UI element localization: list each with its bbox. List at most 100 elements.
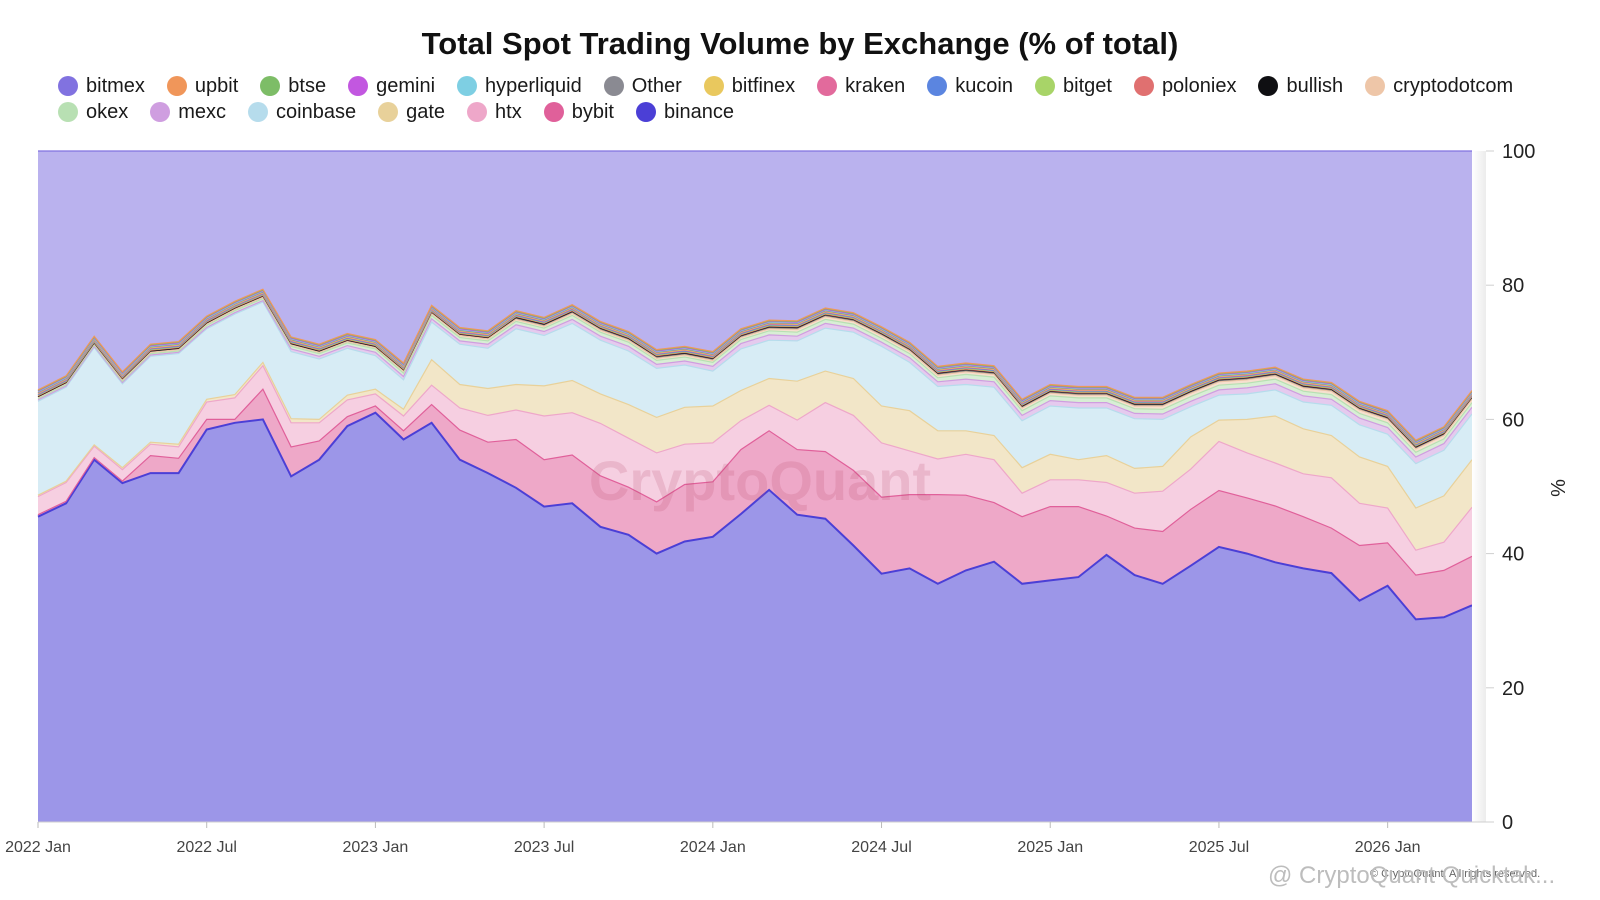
area-htx[interactable] — [38, 365, 1472, 576]
y-tick-label: 60 — [1502, 409, 1524, 431]
legend-item-bitget[interactable]: bitget — [1035, 76, 1112, 96]
legend-label: bybit — [571, 101, 614, 123]
social-caption: @ CryptoQuant Quicktak... — [1268, 862, 1556, 889]
chart-legend: bitmex upbit btse gemini hyperliquid Other bit… — [58, 76, 1558, 122]
legend-dot-bitfinex — [703, 76, 724, 96]
legend-dot-poloniex — [1133, 76, 1154, 96]
legend-dot-hyperliquid — [457, 76, 478, 96]
legend-label: gate — [406, 101, 446, 123]
legend-label: Other — [631, 75, 682, 97]
legend-item-okex[interactable]: okex — [58, 102, 128, 122]
legend-dot-mexc — [150, 102, 171, 122]
area-layers — [38, 151, 1472, 822]
legend-item-hyperliquid[interactable]: hyperliquid — [457, 76, 582, 96]
legend-label: hyperliquid — [485, 75, 582, 97]
legend-item-coinbase[interactable]: coinbase — [248, 102, 356, 122]
legend-label: binance — [663, 101, 735, 123]
legend-label: coinbase — [276, 101, 357, 123]
legend-dot-bitget — [1035, 76, 1055, 96]
x-axis: 2022 Jan 2022 Jul 2023 Jan 2023 Jul 2024 Jan… — [5, 821, 1486, 856]
legend-label: poloniex — [1161, 75, 1237, 97]
legend-label: htx — [495, 101, 522, 123]
watermark-text: CryptoQuant — [589, 449, 931, 512]
legend-label: bitget — [1063, 75, 1112, 97]
line-bybit — [37, 388, 1473, 576]
y-tick-label: 20 — [1502, 678, 1524, 700]
legend-item-bitfinex[interactable]: bitfinex — [703, 75, 796, 97]
legend-item-kucoin[interactable]: kucoin — [927, 76, 1013, 96]
legend-item-other[interactable]: Other — [603, 75, 682, 97]
x-tick-label: 2025 Jul — [1189, 839, 1250, 856]
legend-item-mexc[interactable]: mexc — [150, 102, 226, 122]
legend-label: bitfinex — [731, 75, 796, 97]
legend-item-btse[interactable]: btse — [260, 76, 326, 96]
legend-item-htx[interactable]: htx — [467, 102, 522, 122]
legend-label: bitmex — [86, 75, 145, 97]
legend-dot-bitmex — [58, 76, 78, 96]
area-binance[interactable] — [38, 412, 1472, 822]
legend-item-bybit[interactable]: bybit — [543, 101, 614, 123]
legend-label: btse — [288, 75, 327, 97]
legend-label: upbit — [194, 75, 239, 97]
line-cryptodotcom — [37, 296, 1473, 450]
line-mexc — [37, 299, 1473, 458]
chart-title: Total Spot Trading Volume by Exchange (%… — [421, 26, 1179, 61]
legend-dot-bybit — [543, 102, 564, 122]
area-coinbase[interactable] — [38, 302, 1472, 508]
line-upbit — [37, 288, 1473, 441]
legend-dot-kraken — [817, 76, 838, 96]
y-tick-label: 80 — [1502, 275, 1524, 297]
y-axis: 0 20 40 60 80 100 — [1486, 141, 1535, 834]
legend-item-bullish[interactable]: bullish — [1258, 76, 1343, 96]
legend-item-gemini[interactable]: gemini — [348, 76, 435, 96]
x-tick-label: 2025 Jan — [1017, 839, 1083, 856]
x-tick-label: 2022 Jul — [176, 839, 237, 856]
y-tick-label: 0 — [1502, 812, 1513, 834]
legend-dot-binance — [635, 102, 656, 122]
legend-dot-coinbase — [248, 102, 269, 122]
area-gate[interactable] — [38, 359, 1472, 551]
legend-item-binance[interactable]: binance — [635, 101, 735, 123]
series-lines — [37, 150, 1473, 621]
copyright-text: © CryptoQuant. All rights reserved. — [1370, 868, 1541, 880]
legend-item-poloniex[interactable]: poloniex — [1133, 75, 1237, 97]
legend-item-upbit[interactable]: upbit — [166, 75, 239, 97]
legend-dot-okex — [58, 102, 78, 122]
line-htx — [37, 364, 1473, 551]
legend-dot-gemini — [348, 76, 369, 96]
x-tick-label: 2022 Jan — [5, 839, 71, 856]
y-axis-label: % — [1548, 479, 1570, 497]
y-tick-label: 40 — [1502, 544, 1524, 566]
legend-item-cryptodotcom[interactable]: cryptodotcom — [1365, 76, 1513, 96]
legend-label: cryptodotcom — [1393, 75, 1514, 97]
legend-dot-cryptodotcom — [1365, 76, 1386, 96]
legend-label: okex — [86, 101, 129, 123]
legend-dot-upbit — [166, 76, 187, 96]
legend-label: mexc — [178, 101, 227, 123]
line-binance — [37, 411, 1473, 621]
legend-dot-bullish — [1258, 76, 1279, 96]
legend-dot-btse — [260, 76, 281, 96]
legend-dot-kucoin — [927, 76, 948, 96]
legend-dot-gate — [378, 102, 399, 122]
x-tick-label: 2026 Jan — [1355, 839, 1421, 856]
x-tick-label: 2023 Jan — [342, 839, 408, 856]
plot-right-band — [1472, 151, 1486, 822]
legend-dot-other — [603, 76, 624, 96]
legend-label: kraken — [845, 75, 906, 97]
legend-item-bitmex[interactable]: bitmex — [58, 76, 145, 96]
legend-item-kraken[interactable]: kraken — [817, 76, 905, 96]
legend-item-gate[interactable]: gate — [378, 102, 445, 122]
line-okex — [37, 297, 1473, 454]
legend-label: kucoin — [955, 75, 1013, 97]
line-gate — [37, 358, 1473, 509]
legend-label: gemini — [376, 75, 436, 97]
legend-label: bullish — [1286, 75, 1344, 97]
x-tick-label: 2023 Jul — [514, 839, 575, 856]
area-bitmex[interactable] — [38, 151, 1472, 441]
line-coinbase — [37, 301, 1473, 465]
legend-dot-htx — [467, 102, 488, 122]
y-tick-label: 100 — [1502, 141, 1535, 163]
x-tick-label: 2024 Jul — [851, 839, 912, 856]
